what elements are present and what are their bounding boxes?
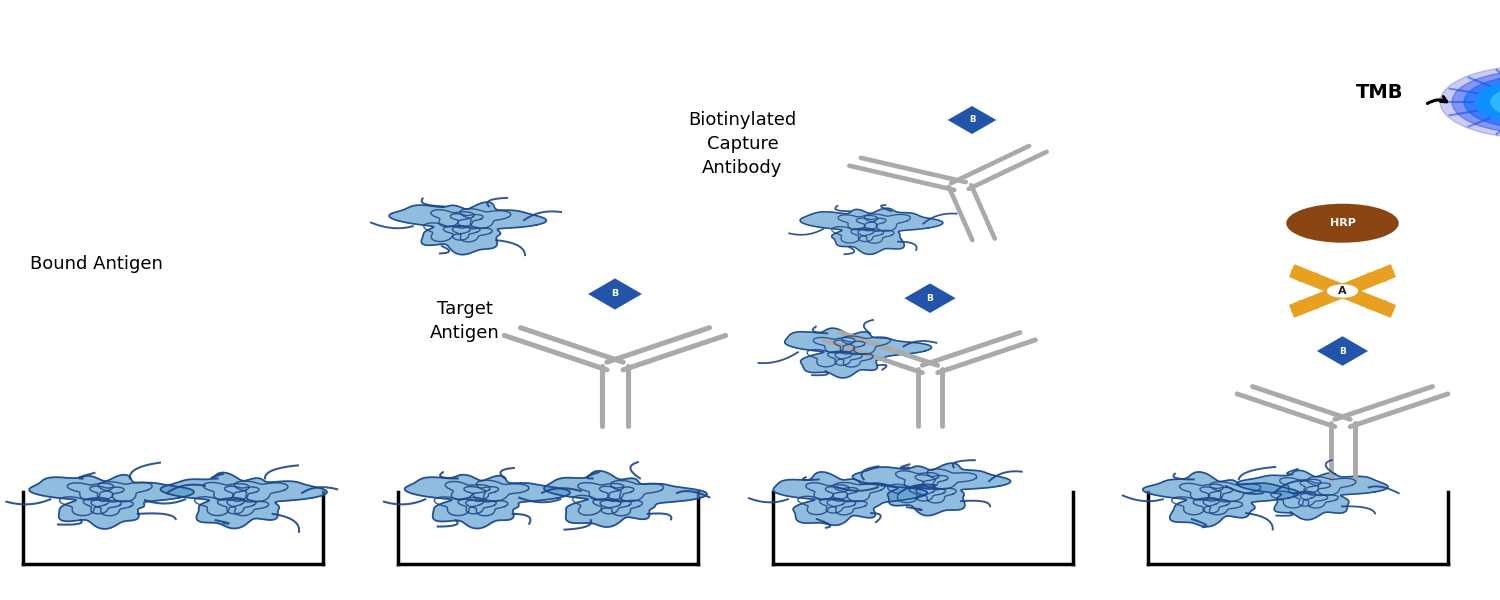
Text: B: B [969, 115, 975, 124]
Circle shape [1452, 71, 1500, 133]
Polygon shape [1236, 470, 1388, 520]
Text: HRP: HRP [1329, 218, 1356, 228]
Polygon shape [1366, 301, 1394, 311]
Polygon shape [1366, 271, 1394, 281]
Text: Biotinylated
Capture
Antibody: Biotinylated Capture Antibody [688, 112, 796, 176]
Polygon shape [544, 471, 706, 527]
Polygon shape [1292, 301, 1318, 311]
Polygon shape [1143, 472, 1299, 527]
Polygon shape [772, 472, 927, 525]
Polygon shape [852, 463, 1011, 515]
Polygon shape [28, 475, 194, 529]
Polygon shape [946, 105, 998, 135]
Text: B: B [927, 293, 933, 302]
Text: B: B [1340, 346, 1346, 355]
Ellipse shape [1286, 203, 1398, 243]
Text: TMB: TMB [1356, 83, 1404, 103]
Polygon shape [784, 328, 932, 378]
Polygon shape [903, 283, 957, 314]
Polygon shape [160, 473, 327, 529]
Circle shape [1440, 66, 1500, 138]
Circle shape [1476, 80, 1500, 124]
Polygon shape [1316, 335, 1370, 367]
Text: B: B [612, 289, 618, 298]
Text: Bound Antigen: Bound Antigen [30, 255, 164, 273]
Circle shape [1491, 86, 1500, 118]
Polygon shape [405, 475, 570, 529]
Text: Target
Antigen: Target Antigen [430, 300, 500, 342]
Polygon shape [800, 208, 944, 254]
Circle shape [1464, 76, 1500, 128]
Polygon shape [388, 202, 546, 254]
Text: A: A [1338, 286, 1347, 296]
Polygon shape [1292, 271, 1318, 281]
Polygon shape [586, 278, 644, 310]
Circle shape [1328, 285, 1358, 297]
